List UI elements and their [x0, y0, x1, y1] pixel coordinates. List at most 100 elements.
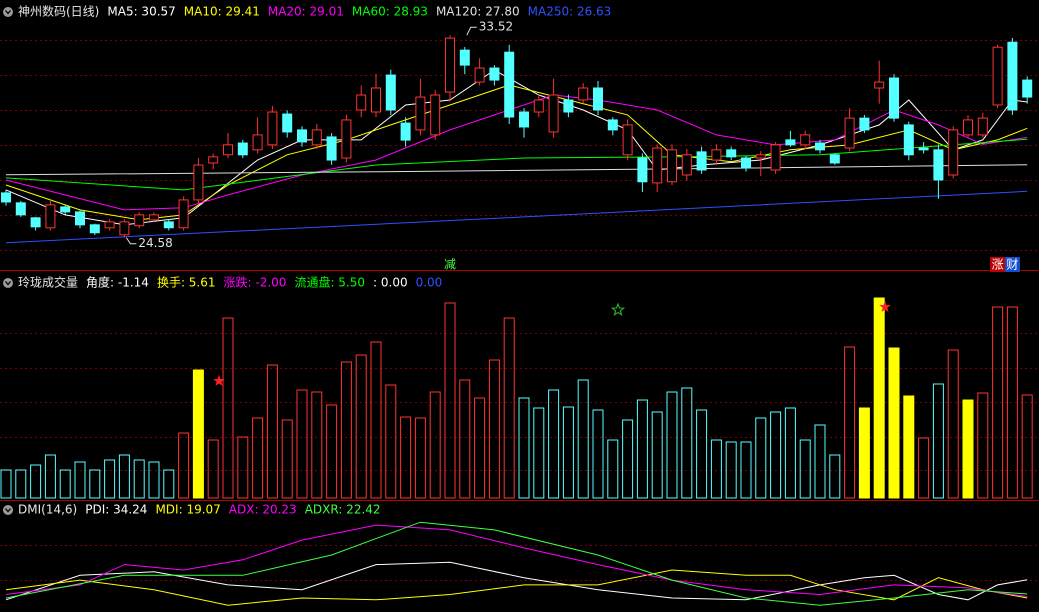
tag-label: 财: [1006, 258, 1018, 272]
candle-body: [193, 164, 204, 201]
candle-body: [829, 154, 840, 164]
candle-body: [267, 111, 278, 146]
volume-bar: [355, 354, 367, 499]
candle-body: [859, 117, 870, 131]
volume-bar: [533, 407, 545, 499]
volume-bar: [59, 469, 71, 499]
signal-stars: [213, 302, 626, 386]
candle-body: [15, 202, 26, 216]
volume-bar: [710, 439, 722, 499]
volume-bar: [829, 454, 841, 499]
candle-body: [75, 211, 85, 226]
volume-bar: [429, 391, 441, 499]
volume-bar: [414, 417, 426, 499]
tag-background: [990, 257, 1006, 272]
indicator-label: MA20: 29.01: [268, 5, 344, 19]
candle-body: [977, 117, 988, 136]
volume-bar: [222, 317, 234, 499]
candle-body: [696, 151, 707, 171]
volume-bar: [178, 432, 190, 499]
candle-body: [30, 217, 41, 228]
volume-bar: [488, 359, 500, 499]
volume-bar: [252, 417, 264, 499]
candle-body: [489, 67, 500, 81]
candle-body: [918, 147, 929, 151]
indicator-label: : 0.00: [373, 276, 408, 290]
candle-body: [356, 94, 367, 111]
volume-bar: [474, 397, 486, 499]
candle-body: [341, 119, 352, 159]
volume-bar: [932, 383, 944, 499]
volume-bar: [666, 391, 678, 499]
volume-bar: [696, 409, 708, 499]
signal-star: [610, 302, 626, 317]
indicator-line: [5, 138, 1028, 191]
panel-title: 玲珑成交量: [18, 275, 78, 290]
volume-bar: [296, 389, 308, 499]
candle-body: [252, 134, 263, 151]
candle-body: [903, 124, 914, 156]
volume-bar: [681, 387, 693, 499]
indicator-label: MA120: 27.80: [436, 5, 520, 19]
volume-bar: [118, 454, 130, 499]
candle-body: [963, 119, 973, 136]
tag-label: 减: [444, 258, 456, 272]
volume-bar: [873, 297, 885, 499]
volume-bar: [444, 302, 456, 499]
indicator-label: 涨跌: -2.00: [224, 275, 287, 290]
candle-body: [430, 94, 441, 136]
volume-bar: [0, 469, 12, 499]
volume-bar: [947, 349, 959, 499]
volume-bar: [104, 459, 116, 499]
volume-bar: [340, 361, 352, 499]
candle-body: [311, 129, 322, 146]
indicator-label: ADXR: 22.42: [305, 503, 381, 517]
candle-body: [785, 139, 796, 146]
indicator-line: [5, 524, 1028, 598]
candle-body: [385, 74, 396, 111]
candle-body: [622, 124, 633, 156]
volume-bar: [755, 417, 767, 499]
annotation-arrow: [125, 237, 137, 245]
candle-body: [948, 129, 959, 176]
panel-icon[interactable]: [3, 505, 13, 515]
annotation-arrow: [466, 26, 477, 36]
candle-body: [770, 144, 781, 171]
volume-bar: [30, 464, 42, 499]
indicator-label: MA250: 26.63: [528, 5, 612, 19]
candle-body: [400, 122, 411, 141]
volume-bar: [163, 469, 175, 499]
volume-bar: [740, 441, 752, 499]
candle-body: [1022, 79, 1033, 98]
candle-body: [445, 37, 455, 93]
indicator-label: 角度: -1.14: [86, 275, 149, 290]
candle-body: [681, 154, 692, 176]
candle-body: [297, 129, 307, 143]
signal-star: [213, 375, 225, 386]
candle-body: [149, 214, 159, 221]
indicator-line: [5, 164, 1028, 176]
volume-bar: [148, 461, 160, 499]
volume-bar: [503, 317, 515, 499]
volume-bar: [622, 419, 634, 499]
candle-body: [282, 113, 293, 133]
volume-bar: [977, 392, 989, 499]
volume-bar: [89, 469, 101, 499]
volume-bar: [548, 389, 560, 499]
indicator-label: ADX: 20.23: [229, 503, 297, 517]
volume-bar: [992, 306, 1004, 499]
candle-body: [1007, 41, 1018, 111]
panel-icon[interactable]: [3, 278, 13, 288]
candle-body: [163, 221, 174, 229]
panel-icon[interactable]: [3, 7, 13, 17]
volume-bar: [459, 379, 471, 499]
candle-body: [237, 142, 248, 156]
candle-body: [933, 149, 944, 181]
volume-bar: [1021, 394, 1033, 499]
annotation-label: 24.58: [138, 236, 172, 250]
volume-bar: [918, 437, 930, 499]
chevron: [5, 10, 11, 15]
volume-bar: [207, 439, 219, 499]
annotation-label: 33.52: [479, 20, 513, 34]
volume-bar: [799, 439, 811, 499]
